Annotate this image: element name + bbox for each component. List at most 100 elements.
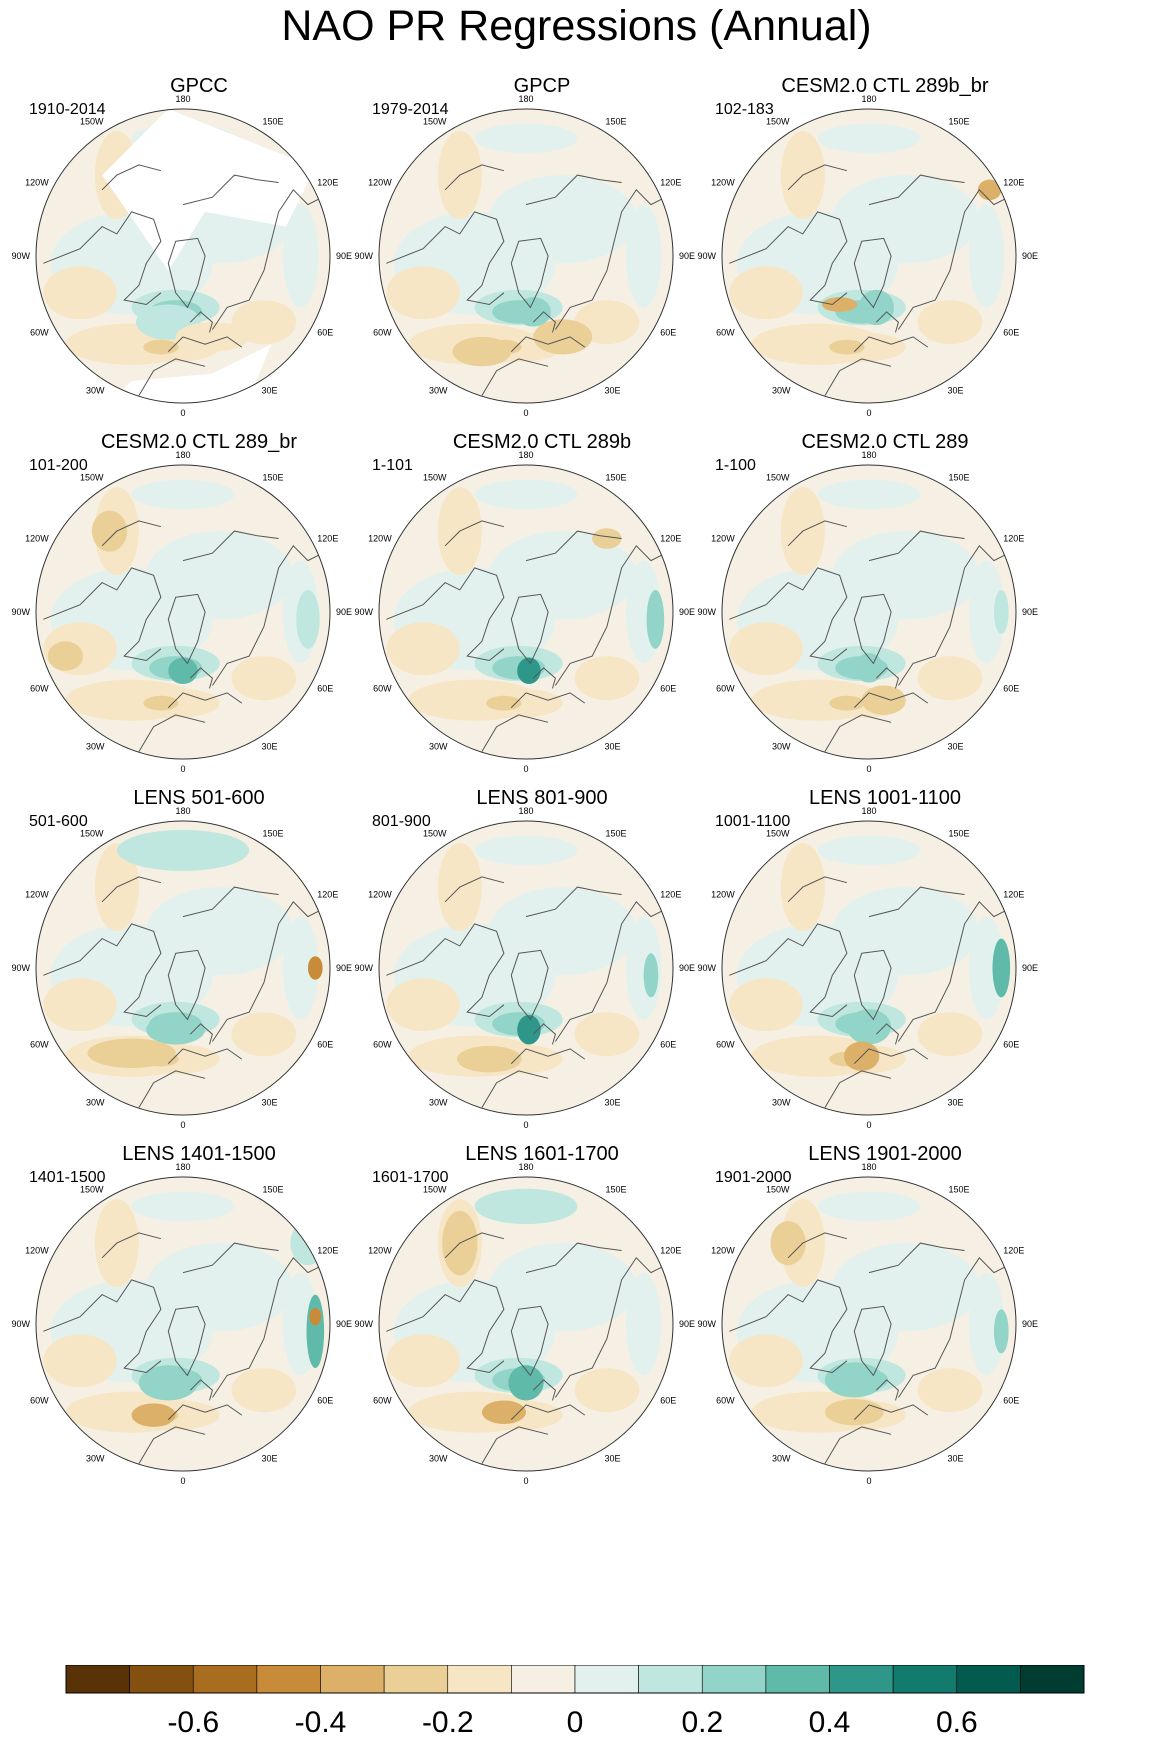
longitude-label: 30W (772, 741, 791, 751)
polar-map: 180 150W 150E 120W 120E 90W 90E 60W 60E 30W 30E 0 (354, 806, 695, 1130)
coastline (853, 1305, 892, 1377)
longitude-label: 30E (262, 385, 278, 395)
longitude-label: 30E (605, 1097, 621, 1107)
coastline (167, 336, 243, 352)
field-contour (386, 1334, 460, 1388)
longitude-label: 60W (373, 1396, 392, 1406)
longitude-label: 150E (263, 117, 284, 127)
field-contour (290, 1221, 326, 1266)
coastline (444, 520, 505, 547)
coastline (182, 1242, 279, 1274)
longitude-label: 150E (263, 1185, 284, 1195)
coastline (386, 567, 505, 662)
panel-title: LENS 501-600 (133, 787, 265, 809)
coastline (510, 593, 549, 665)
field-contour (146, 531, 294, 620)
year-range-label: 1001-1100 (715, 813, 791, 830)
longitude-label: 60W (373, 684, 392, 694)
coastline (101, 1232, 162, 1259)
longitude-label: 60E (1003, 328, 1019, 338)
coastline (189, 1379, 213, 1401)
year-range-label: 1979-2014 (372, 101, 449, 118)
longitude-label: 120W (368, 1246, 392, 1256)
coastline (189, 311, 213, 333)
coastline (138, 1070, 206, 1108)
longitude-label: 90E (679, 251, 695, 261)
coastline (729, 567, 848, 662)
coastline (853, 237, 892, 309)
field-contour (625, 204, 662, 308)
longitude-label: 0 (866, 764, 871, 774)
map-panel: CESM2.0 CTL 289 180 150W 150E 120W 120E 90W 90E… (693, 430, 1077, 825)
longitude-label: 150E (949, 473, 970, 483)
longitude-label: 60W (373, 1040, 392, 1050)
colorbar-swatch (65, 1664, 130, 1694)
longitude-label: 60W (716, 1040, 735, 1050)
field-contour (817, 1191, 921, 1222)
longitude-label: 120W (25, 534, 49, 544)
field-contour (138, 1365, 198, 1401)
map-boundary (721, 464, 1017, 760)
polar-map: 180 150W 150E 120W 120E 90W 90E 60W 60E 30W 30E 0 (11, 806, 352, 1130)
coastline (868, 1242, 965, 1274)
map-panel: GPCP 180 150W 150E 120W 120E 90W 90E 60W 60E 30W 30… (350, 74, 734, 469)
longitude-label: 120W (368, 890, 392, 900)
coastline (868, 174, 965, 206)
field-contour (306, 1294, 325, 1369)
coastline (138, 714, 206, 752)
field-contour (824, 1398, 884, 1426)
coastline (510, 1305, 549, 1377)
longitude-label: 150E (606, 117, 627, 127)
longitude-label: 90W (697, 1319, 716, 1329)
coastline (853, 1404, 929, 1420)
map-panel: CESM2.0 CTL 289b_br 180 150W 150E 120W 120E 90… (693, 74, 1077, 469)
field-contour (625, 1272, 662, 1376)
colorbar-swatch (192, 1664, 258, 1694)
longitude-label: 150W (80, 829, 104, 839)
longitude-label: 30W (429, 1453, 448, 1463)
map-panel: GPCC 180 150W 150E 120W 120E 90W 90E 60W 60E 30W 30… (7, 74, 391, 469)
polar-map: 180 150W 150E 120W 120E 90W 90E 60W 60E 30W 30E 0 (354, 1162, 695, 1486)
longitude-label: 120W (25, 890, 49, 900)
field-contour (47, 641, 84, 671)
colorbar-swatch (892, 1664, 958, 1694)
field-contour (456, 1045, 522, 1073)
field-contour (43, 978, 117, 1032)
coastline (138, 1426, 206, 1464)
field-contour (817, 123, 921, 154)
longitude-label: 30W (86, 1097, 105, 1107)
longitude-label: 150E (263, 473, 284, 483)
field-contour (87, 1038, 176, 1068)
longitude-label: 0 (866, 1120, 871, 1130)
longitude-label: 180 (861, 94, 876, 104)
coastline (182, 174, 279, 206)
longitude-label: 180 (175, 806, 190, 816)
field-contour (533, 319, 593, 355)
year-range-label: 1401-1500 (29, 1169, 106, 1186)
colorbar-tick-label: 0.6 (936, 1706, 978, 1739)
field-contour (729, 1334, 803, 1388)
field-contour (917, 1012, 983, 1057)
coastline (729, 1279, 848, 1374)
colorbar-swatch (829, 1664, 894, 1694)
map-boundary (721, 108, 1017, 404)
field-contour (854, 653, 884, 683)
longitude-label: 120W (368, 534, 392, 544)
colorbar-tick-label: 0.4 (809, 1706, 851, 1739)
longitude-label: 150W (80, 1185, 104, 1195)
coastline (787, 876, 848, 903)
longitude-label: 150W (766, 473, 790, 483)
field-contour (917, 1368, 983, 1413)
polar-map: 180 150W 150E 120W 120E 90W 90E 60W 60E 30W 30E 0 (697, 450, 1038, 774)
coastline (386, 923, 505, 1018)
longitude-label: 150E (263, 829, 284, 839)
panel-title: LENS 1401-1500 (122, 1143, 276, 1165)
coastline (43, 1279, 162, 1374)
field-contour (729, 266, 803, 320)
colorbar-swatch (638, 1664, 703, 1694)
longitude-label: 120W (711, 890, 735, 900)
longitude-label: 60E (660, 328, 676, 338)
longitude-label: 30W (429, 741, 448, 751)
longitude-label: 90E (336, 607, 352, 617)
coastline (211, 545, 323, 686)
